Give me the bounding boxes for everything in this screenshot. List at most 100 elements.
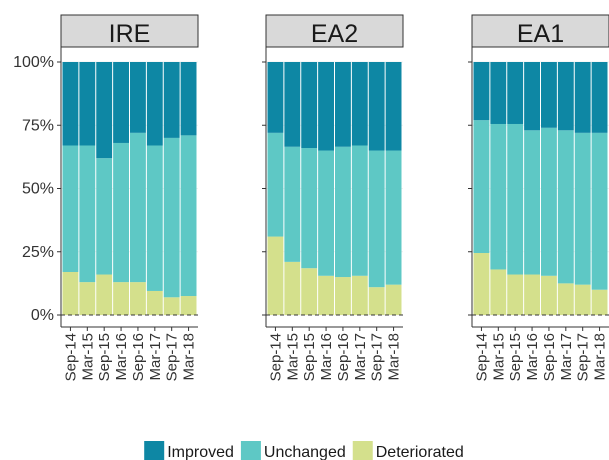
bar-segment [130, 132, 146, 283]
bar-segment [368, 287, 385, 315]
bar-segment [368, 150, 385, 288]
bar-segment [301, 62, 318, 149]
x-tick-label: Sep-15 [507, 333, 524, 381]
x-tick-label: Sep-16 [335, 333, 352, 381]
x-tick-label: Sep-17 [369, 333, 386, 381]
x-tick-label: Mar-18 [386, 333, 403, 381]
x-tick-label: Mar-16 [524, 333, 541, 381]
bar-segment [473, 120, 490, 254]
x-tick-label: Mar-15 [490, 333, 507, 381]
bar-segment [284, 261, 301, 315]
x-tick-label: Sep-14 [62, 333, 79, 381]
bar-segment [96, 158, 113, 275]
bar-segment [385, 150, 402, 285]
bar-segment [284, 146, 301, 262]
bar-segment [180, 135, 197, 297]
bar-segment [180, 296, 197, 315]
bar-segment [591, 62, 608, 133]
bar-segment [473, 62, 490, 121]
bar-segment [557, 130, 574, 284]
bar-segment [130, 282, 146, 315]
bar-segment [524, 62, 540, 131]
bar-segment [113, 142, 129, 283]
bar-segment [318, 150, 334, 276]
bar-segment [385, 284, 402, 315]
bar-segment [541, 127, 557, 276]
bar-segment [335, 277, 351, 315]
bar-segment [473, 253, 490, 315]
x-tick-label: Sep-16 [130, 333, 147, 381]
bar-segment [490, 269, 507, 315]
legend-swatch [144, 441, 165, 460]
bar-segment [541, 62, 557, 128]
bar-segment [96, 274, 113, 315]
x-tick-label: Mar-18 [592, 333, 609, 381]
bar-segment [557, 62, 574, 131]
x-tick-label: Sep-17 [575, 333, 592, 381]
bar-segment [507, 123, 524, 275]
legend-swatch [352, 441, 373, 460]
facet-title: EA2 [311, 20, 358, 48]
bar-segment [351, 62, 368, 146]
bar-segment [79, 145, 96, 283]
legend-label: Deteriorated [376, 444, 464, 460]
bar-segment [318, 62, 334, 151]
bar-segment [318, 275, 334, 315]
bar-segment [301, 148, 318, 269]
bar-segment [146, 145, 163, 291]
bar-segment [146, 290, 163, 315]
bar-segment [541, 275, 557, 315]
bar-segment [557, 283, 574, 315]
bar-segment [335, 146, 351, 278]
bar-segment [130, 62, 146, 133]
bar-segment [301, 268, 318, 315]
bar-segment [62, 145, 79, 272]
bar-segment [507, 62, 524, 124]
bar-segment [351, 275, 368, 315]
y-tick-label: 75% [22, 117, 54, 134]
bar-segment [163, 297, 180, 315]
bar-segment [507, 274, 524, 315]
x-tick-label: Sep-15 [96, 333, 113, 381]
bar-segment [284, 62, 301, 147]
facet-title: IRE [109, 20, 151, 48]
x-tick-label: Mar-17 [352, 333, 369, 381]
bar-segment [163, 62, 180, 138]
bar-segment [490, 123, 507, 270]
legend-label: Improved [167, 444, 234, 460]
bar-segment [591, 132, 608, 290]
x-tick-label: Sep-17 [164, 333, 181, 381]
bar-segment [591, 289, 608, 315]
y-tick-label: 50% [22, 181, 54, 198]
x-tick-label: Mar-17 [558, 333, 575, 381]
x-tick-label: Mar-15 [79, 333, 96, 381]
bar-segment [490, 62, 507, 124]
strip [265, 14, 404, 48]
x-tick-label: Mar-16 [113, 333, 130, 381]
legend-label: Unchanged [264, 444, 346, 460]
bar-segment [113, 282, 129, 315]
bar-segment [574, 62, 591, 133]
bar-segment [574, 284, 591, 315]
bar-segment [524, 130, 540, 275]
bar-segment [96, 62, 113, 159]
bar-segment [113, 62, 129, 143]
x-tick-label: Mar-16 [318, 333, 335, 381]
bar-segment [351, 145, 368, 276]
bar-segment [267, 62, 284, 133]
x-tick-label: Sep-14 [473, 333, 490, 381]
bar-segment [524, 274, 540, 315]
bar-segment [574, 132, 591, 285]
bar-segment [385, 62, 402, 151]
x-tick-label: Mar-15 [284, 333, 301, 381]
strip [60, 14, 199, 48]
bar-segment [62, 62, 79, 146]
x-tick-label: Sep-16 [541, 333, 558, 381]
facet-title: EA1 [517, 20, 564, 48]
bar-segment [368, 62, 385, 151]
y-tick-label: 100% [13, 54, 54, 71]
x-tick-label: Mar-18 [181, 333, 198, 381]
bar-segment [146, 62, 163, 146]
x-tick-label: Sep-15 [301, 333, 318, 381]
